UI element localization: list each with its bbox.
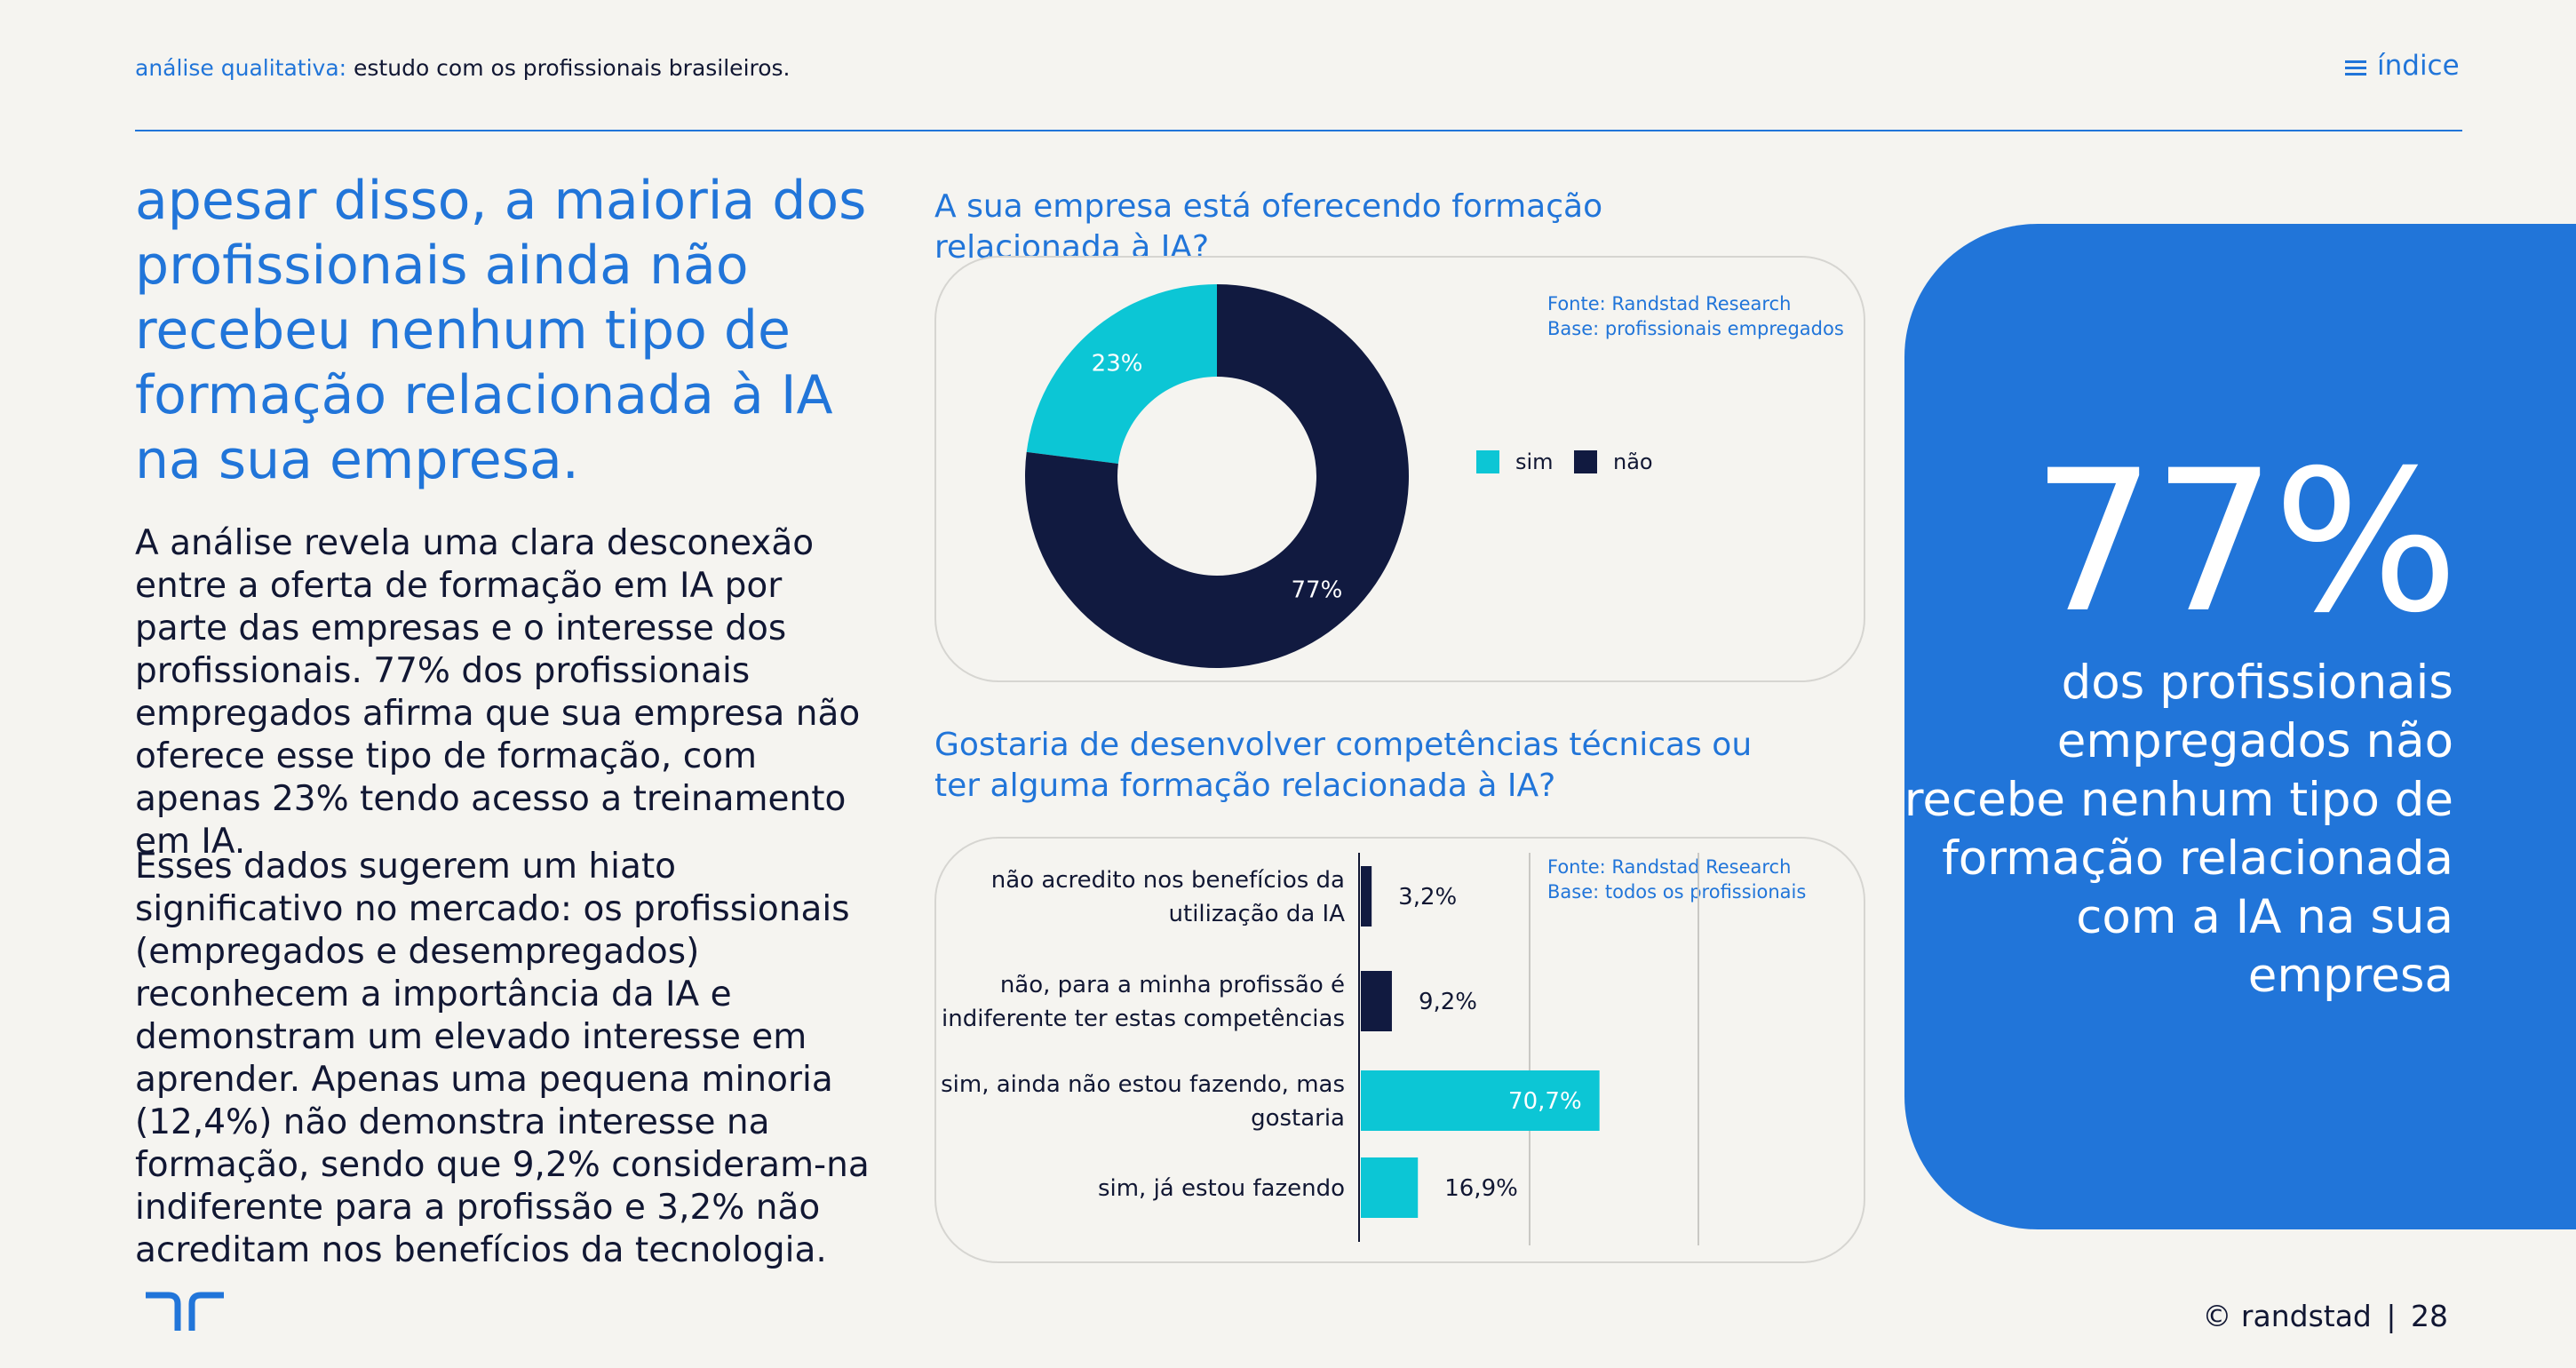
footer: © randstad | 28 bbox=[2202, 1299, 2448, 1333]
bar-chart-title: Gostaria de desenvolver competências téc… bbox=[934, 727, 1753, 804]
value-label-4: 16,9% bbox=[1444, 1175, 1518, 1202]
randstad-logo bbox=[146, 1292, 224, 1331]
body-paragraph-2: Esses dados sugerem um hiato significati… bbox=[135, 847, 870, 1270]
bar-1 bbox=[1361, 866, 1372, 927]
category-label-1: não acredito nos benefícios da bbox=[991, 867, 1345, 894]
donut-chart-source: Fonte: Randstad Research Base: profissio… bbox=[1547, 291, 1844, 341]
body-paragraph-1: A análise revela uma clara desconexão en… bbox=[135, 523, 861, 862]
donut-label-nao: 77% bbox=[1292, 577, 1343, 604]
breadcrumb-section: análise qualitativa: bbox=[135, 55, 347, 81]
highlight-panel bbox=[1904, 224, 2576, 1229]
donut-base-line: Base: profissionais empregados bbox=[1547, 318, 1844, 339]
legend-item-nao: não bbox=[1574, 449, 1653, 474]
bar-2 bbox=[1361, 971, 1392, 1031]
category-label-2: não, para a minha profissão é bbox=[1000, 972, 1345, 998]
bar-chart: não acredito nos benefícios da utilização… bbox=[941, 853, 1699, 1245]
donut-slice-nao bbox=[1025, 284, 1409, 668]
breadcrumb: análise qualitativa: estudo com os profi… bbox=[135, 55, 791, 81]
legend-label-sim: sim bbox=[1515, 449, 1554, 474]
donut-source-line: Fonte: Randstad Research bbox=[1547, 293, 1792, 314]
value-label-3: 70,7% bbox=[1508, 1088, 1582, 1115]
breadcrumb-title: estudo com os profissionais brasileiros. bbox=[354, 55, 791, 81]
highlight-value: 77% bbox=[2031, 428, 2459, 656]
donut-chart: 23% 77% bbox=[1025, 284, 1409, 668]
legend-item-sim: sim bbox=[1476, 449, 1554, 474]
bar-chart-source: Fonte: Randstad Research Base: todos os … bbox=[1547, 855, 1806, 904]
value-label-1: 3,2% bbox=[1398, 884, 1457, 911]
bar-base-line: Base: todos os profissionais bbox=[1547, 881, 1807, 903]
legend-swatch-nao bbox=[1574, 450, 1597, 473]
page-title: apesar disso, a maioria dos profissionai… bbox=[135, 170, 867, 491]
footer-separator: | bbox=[2386, 1299, 2397, 1333]
category-label-4: sim, já estou fazendo bbox=[1098, 1175, 1345, 1202]
header-divider bbox=[135, 130, 2462, 131]
highlight-text: dos profissionais empregados não recebe … bbox=[1904, 656, 2453, 1003]
category-label-3: sim, ainda não estou fazendo, mas bbox=[941, 1071, 1345, 1098]
category-label-2: indiferente ter estas competências bbox=[942, 1006, 1345, 1032]
donut-chart-title: A sua empresa está oferecendo formação r… bbox=[934, 188, 1603, 266]
bar-3 bbox=[1361, 1070, 1600, 1131]
legend-swatch-sim bbox=[1476, 450, 1499, 473]
page-number: 28 bbox=[2411, 1299, 2448, 1333]
bar-4 bbox=[1361, 1157, 1419, 1218]
copyright-text: © randstad bbox=[2202, 1299, 2372, 1333]
legend-label-nao: não bbox=[1613, 449, 1653, 474]
donut-slice-sim bbox=[1026, 284, 1217, 464]
index-label: índice bbox=[2377, 50, 2460, 82]
menu-icon bbox=[2345, 59, 2366, 76]
donut-label-sim: 23% bbox=[1092, 350, 1143, 377]
value-label-2: 9,2% bbox=[1419, 989, 1477, 1015]
category-label-1: utilização da IA bbox=[1169, 901, 1346, 927]
category-label-3: gostaria bbox=[1251, 1105, 1345, 1132]
bar-source-line: Fonte: Randstad Research bbox=[1547, 856, 1792, 878]
index-link[interactable]: índice bbox=[2345, 50, 2460, 82]
